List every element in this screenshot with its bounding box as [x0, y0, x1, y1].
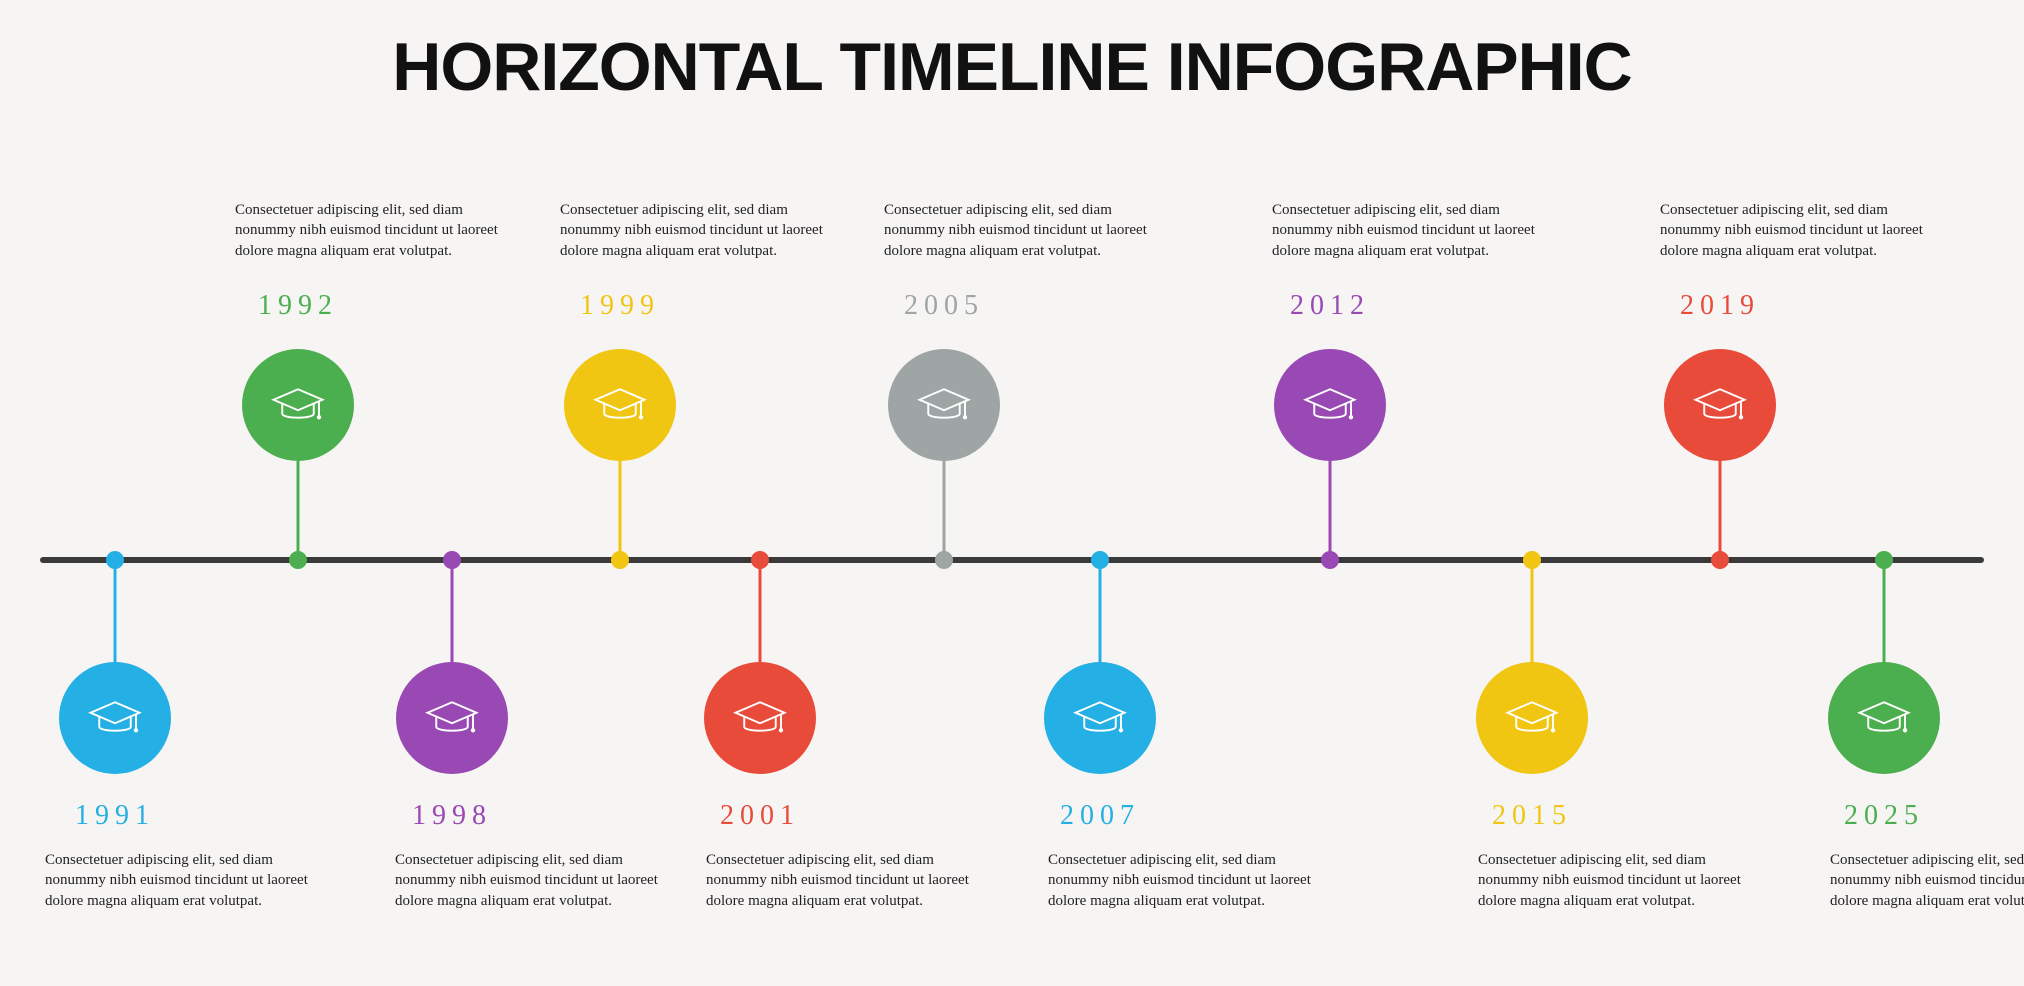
graduation-cap-icon — [916, 377, 972, 433]
timeline-stem — [114, 563, 117, 663]
graduation-cap-icon — [270, 377, 326, 433]
timeline-stem — [943, 460, 946, 560]
timeline-stem — [1883, 563, 1886, 663]
timeline-description: Consectetuer adipiscing elit, sed diam n… — [395, 850, 675, 911]
timeline-stem — [1531, 563, 1534, 663]
timeline-circle — [1828, 662, 1940, 774]
timeline-circle — [1664, 349, 1776, 461]
timeline-circle — [1044, 662, 1156, 774]
timeline-circle — [59, 662, 171, 774]
timeline-stem — [1099, 563, 1102, 663]
timeline-year: 1999 — [580, 290, 660, 322]
timeline-description: Consectetuer adipiscing elit, sed diam n… — [1660, 200, 1940, 261]
timeline-stem — [1329, 460, 1332, 560]
graduation-cap-icon — [1504, 690, 1560, 746]
timeline-circle — [396, 662, 508, 774]
timeline-stem — [1719, 460, 1722, 560]
timeline-year: 2012 — [1290, 290, 1370, 322]
timeline-description: Consectetuer adipiscing elit, sed diam n… — [706, 850, 986, 911]
timeline-year: 1998 — [412, 800, 492, 832]
timeline-year: 2001 — [720, 800, 800, 832]
page-title: HORIZONTAL TIMELINE INFOGRAPHIC — [0, 28, 2024, 106]
timeline-description: Consectetuer adipiscing elit, sed diam n… — [45, 850, 325, 911]
timeline-year: 2019 — [1680, 290, 1760, 322]
timeline-year: 2005 — [904, 290, 984, 322]
timeline-description: Consectetuer adipiscing elit, sed diam n… — [1830, 850, 2024, 911]
timeline-stem — [759, 563, 762, 663]
timeline-year: 2007 — [1060, 800, 1140, 832]
timeline-year: 1992 — [258, 290, 338, 322]
graduation-cap-icon — [592, 377, 648, 433]
timeline-year: 2025 — [1844, 800, 1924, 832]
graduation-cap-icon — [1692, 377, 1748, 433]
timeline-description: Consectetuer adipiscing elit, sed diam n… — [560, 200, 840, 261]
timeline-description: Consectetuer adipiscing elit, sed diam n… — [235, 200, 515, 261]
graduation-cap-icon — [87, 690, 143, 746]
graduation-cap-icon — [424, 690, 480, 746]
timeline-description: Consectetuer adipiscing elit, sed diam n… — [1478, 850, 1758, 911]
graduation-cap-icon — [1302, 377, 1358, 433]
timeline-axis — [40, 557, 1984, 563]
timeline-stem — [297, 460, 300, 560]
timeline-stem — [619, 460, 622, 560]
timeline-circle — [1274, 349, 1386, 461]
timeline-description: Consectetuer adipiscing elit, sed diam n… — [1272, 200, 1552, 261]
graduation-cap-icon — [1072, 690, 1128, 746]
timeline-stem — [451, 563, 454, 663]
timeline-description: Consectetuer adipiscing elit, sed diam n… — [1048, 850, 1328, 911]
timeline-description: Consectetuer adipiscing elit, sed diam n… — [884, 200, 1164, 261]
timeline-circle — [1476, 662, 1588, 774]
timeline-circle — [888, 349, 1000, 461]
timeline-year: 1991 — [75, 800, 155, 832]
timeline-circle — [704, 662, 816, 774]
graduation-cap-icon — [732, 690, 788, 746]
timeline-circle — [242, 349, 354, 461]
graduation-cap-icon — [1856, 690, 1912, 746]
timeline-year: 2015 — [1492, 800, 1572, 832]
timeline-circle — [564, 349, 676, 461]
